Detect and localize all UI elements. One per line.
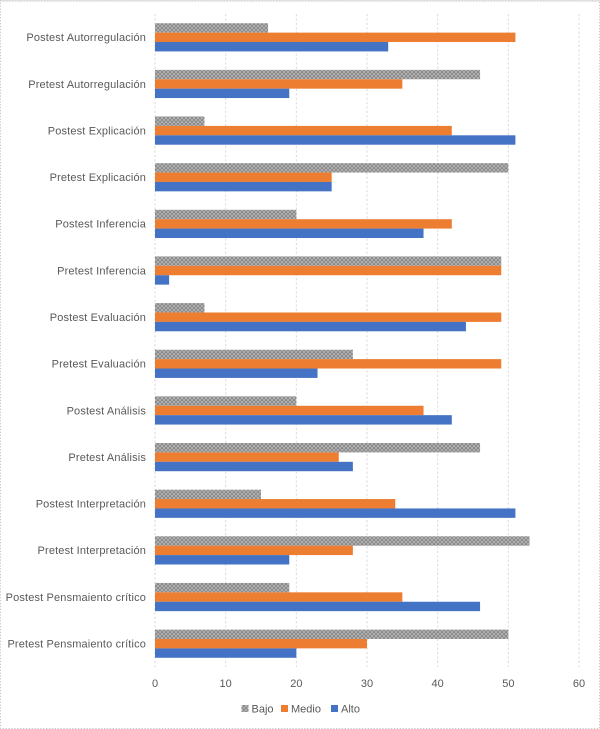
svg-text:Postest Evaluación: Postest Evaluación: [50, 312, 146, 324]
svg-text:0: 0: [152, 678, 158, 690]
svg-text:Pretest Pensmaiento crítico: Pretest Pensmaiento crítico: [7, 638, 146, 650]
svg-text:Pretest Evaluación: Pretest Evaluación: [52, 359, 146, 371]
svg-text:10: 10: [220, 678, 232, 690]
svg-text:Postest Explicación: Postest Explicación: [48, 125, 146, 137]
svg-text:Bajo: Bajo: [252, 704, 274, 716]
svg-text:20: 20: [290, 678, 302, 690]
svg-text:50: 50: [502, 678, 514, 690]
svg-text:Postest Inferencia: Postest Inferencia: [55, 219, 146, 231]
svg-text:Pretest Autorregulación: Pretest Autorregulación: [28, 79, 146, 91]
svg-text:Pretest Inferencia: Pretest Inferencia: [57, 265, 147, 277]
svg-text:Postest Análisis: Postest Análisis: [67, 405, 147, 417]
svg-text:Alto: Alto: [341, 704, 360, 716]
svg-text:Pretest Análisis: Pretest Análisis: [68, 452, 146, 464]
svg-text:Pretest Interpretación: Pretest Interpretación: [38, 545, 146, 557]
svg-text:Postest Autorregulación: Postest Autorregulación: [26, 32, 146, 44]
svg-text:Pretest Explicación: Pretest Explicación: [50, 172, 146, 184]
svg-text:60: 60: [573, 678, 585, 690]
svg-text:30: 30: [361, 678, 373, 690]
svg-text:40: 40: [432, 678, 444, 690]
svg-text:Medio: Medio: [291, 704, 321, 716]
svg-text:Postest Pensmaiento crítico: Postest Pensmaiento crítico: [6, 592, 146, 604]
svg-text:Postest Interpretación: Postest Interpretación: [36, 499, 146, 511]
